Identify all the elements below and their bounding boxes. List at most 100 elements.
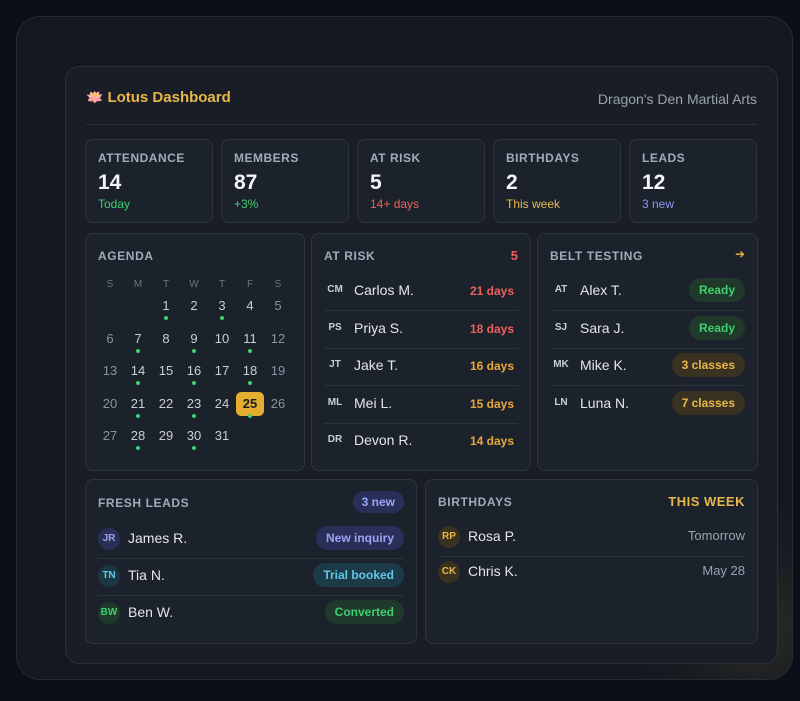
- belt-testing-card: BELT TESTING ➜ AT Alex T. Ready SJ Sara J. Re…: [537, 233, 758, 471]
- weekday-label: W: [189, 279, 199, 290]
- event-dot: [192, 381, 196, 385]
- lotus-icon: 🪷: [86, 89, 104, 105]
- belt-testing-row[interactable]: MK Mike K. 3 classes: [550, 349, 745, 386]
- stat-card-members[interactable]: MEMBERS 87 +3%: [221, 139, 349, 223]
- stat-sub: Today: [98, 197, 131, 211]
- event-dot: [248, 413, 252, 418]
- birthday-row[interactable]: RP Rosa P. Tomorrow: [438, 520, 745, 557]
- stat-value: 2: [506, 171, 518, 194]
- birthday-avatar: CK: [438, 561, 460, 583]
- calendar-day[interactable]: 20: [102, 395, 118, 411]
- lead-status-pill: Trial booked: [313, 563, 404, 587]
- at-risk-row[interactable]: PS Priya S. 18 days: [324, 312, 518, 349]
- lead-row[interactable]: TN Tia N. Trial booked: [98, 559, 404, 596]
- calendar-day[interactable]: 16: [186, 363, 202, 378]
- calendar-day[interactable]: 4: [246, 298, 254, 313]
- calendar-day[interactable]: 22: [158, 395, 174, 411]
- calendar-day[interactable]: 11: [243, 330, 257, 346]
- row-divider: [324, 347, 518, 349]
- lead-row[interactable]: BW Ben W. Converted: [98, 596, 404, 633]
- member-initials: AT: [554, 284, 568, 295]
- calendar-day[interactable]: 1: [162, 298, 170, 313]
- days-absent: 15 days: [469, 396, 514, 411]
- event-dot: [136, 348, 140, 353]
- calendar-day[interactable]: 3: [218, 298, 226, 313]
- calendar-day[interactable]: 13: [102, 363, 118, 378]
- stat-sub: 3 new: [642, 197, 675, 211]
- member-initials: SJ: [554, 321, 568, 333]
- calendar-day[interactable]: 26: [270, 395, 286, 411]
- calendar-day[interactable]: 10: [214, 330, 230, 346]
- row-divider: [324, 385, 518, 386]
- calendar-day[interactable]: 28: [130, 428, 146, 443]
- belt-testing-row[interactable]: AT Alex T. Ready: [550, 274, 745, 311]
- birthdays-card: BIRTHDAYS THIS WEEK RP Rosa P. Tomorrow CK C…: [425, 479, 758, 644]
- calendar-day[interactable]: 27: [102, 428, 118, 443]
- arrow-right-icon[interactable]: ➜: [734, 247, 745, 261]
- agenda-card: AGENDA S M T W T F S 1 2 3 4 5 6 7 8 9 10 11 12 13 14 15 16 17 1…: [85, 233, 305, 471]
- lead-name: James R.: [128, 530, 188, 546]
- belt-testing-title: BELT TESTING: [550, 249, 643, 263]
- brand[interactable]: 🪷 Lotus Dashboard: [86, 89, 231, 106]
- member-initials: JT: [329, 359, 341, 370]
- header: 🪷 Lotus Dashboard Dragon's Den Martial Ar…: [86, 89, 757, 109]
- calendar-day[interactable]: 6: [106, 330, 114, 346]
- row-divider: [438, 556, 745, 557]
- at-risk-row[interactable]: CM Carlos M. 21 days: [324, 274, 518, 311]
- belt-testing-row[interactable]: SJ Sara J. Ready: [550, 312, 745, 349]
- days-absent: 16 days: [469, 359, 514, 373]
- member-name: Priya S.: [354, 319, 404, 336]
- stat-card-birthdays[interactable]: BIRTHDAYS 2 This week: [493, 139, 621, 223]
- stat-card-attendance[interactable]: ATTENDANCE 14 Today: [85, 139, 213, 223]
- calendar-day[interactable]: 18: [242, 363, 258, 378]
- member-name: Mike K.: [580, 357, 627, 373]
- stat-card-at-risk[interactable]: AT RISK 5 14+ days: [357, 139, 485, 223]
- days-absent: 21 days: [469, 284, 514, 298]
- calendar-day[interactable]: 5: [274, 298, 282, 313]
- member-name: Alex T.: [580, 282, 622, 298]
- birthday-row[interactable]: CK Chris K. May 28: [438, 555, 745, 592]
- birthdays-title: BIRTHDAYS: [438, 495, 513, 509]
- belt-status-pill: Ready: [688, 315, 745, 340]
- days-absent: 14 days: [469, 434, 514, 448]
- row-divider: [550, 385, 745, 386]
- calendar-day[interactable]: 19: [270, 363, 286, 378]
- calendar-day[interactable]: 29: [158, 428, 174, 443]
- belt-testing-row[interactable]: LN Luna N. 7 classes: [550, 387, 745, 424]
- birthday-name: Rosa P.: [468, 528, 516, 544]
- event-dot: [164, 316, 168, 320]
- lead-avatar: TN: [98, 565, 120, 587]
- at-risk-row[interactable]: JT Jake T. 16 days: [324, 349, 518, 386]
- row-divider: [324, 422, 518, 424]
- calendar-day[interactable]: 31: [214, 428, 230, 443]
- event-dot: [248, 348, 252, 353]
- lead-row[interactable]: JR James R. New inquiry: [98, 522, 404, 559]
- calendar-day[interactable]: 24: [214, 395, 230, 411]
- stat-value: 5: [370, 171, 382, 194]
- at-risk-row[interactable]: DR Devon R. 14 days: [324, 424, 518, 461]
- calendar-day-today[interactable]: 25: [236, 391, 264, 416]
- stat-label: AT RISK: [370, 151, 421, 165]
- fresh-leads-card: FRESH LEADS 3 new JR James R. New inquiry T…: [85, 479, 417, 644]
- calendar-day[interactable]: 14: [130, 363, 146, 378]
- calendar-day[interactable]: 9: [190, 330, 198, 346]
- stat-label: MEMBERS: [234, 151, 299, 165]
- member-initials: PS: [328, 321, 342, 333]
- calendar-day[interactable]: 21: [130, 395, 146, 411]
- calendar-day[interactable]: 15: [158, 363, 174, 378]
- at-risk-count: 5: [510, 248, 518, 263]
- calendar-day[interactable]: 12: [270, 330, 286, 346]
- event-dot: [136, 381, 140, 385]
- calendar-day[interactable]: 7: [134, 330, 142, 346]
- calendar-day[interactable]: 8: [162, 330, 170, 346]
- calendar-day[interactable]: 17: [214, 363, 230, 378]
- stat-card-leads[interactable]: LEADS 12 3 new: [629, 139, 757, 223]
- fresh-leads-title: FRESH LEADS: [98, 496, 190, 510]
- calendar-day[interactable]: 30: [186, 428, 202, 443]
- at-risk-card: AT RISK 5 CM Carlos M. 21 days PS Priya S. 18…: [311, 233, 531, 471]
- member-name: Devon R.: [354, 432, 413, 448]
- at-risk-row[interactable]: ML Mei L. 15 days: [324, 387, 518, 424]
- calendar-day[interactable]: 23: [186, 395, 202, 411]
- calendar-day[interactable]: 2: [190, 298, 198, 313]
- agenda-title: AGENDA: [98, 249, 154, 263]
